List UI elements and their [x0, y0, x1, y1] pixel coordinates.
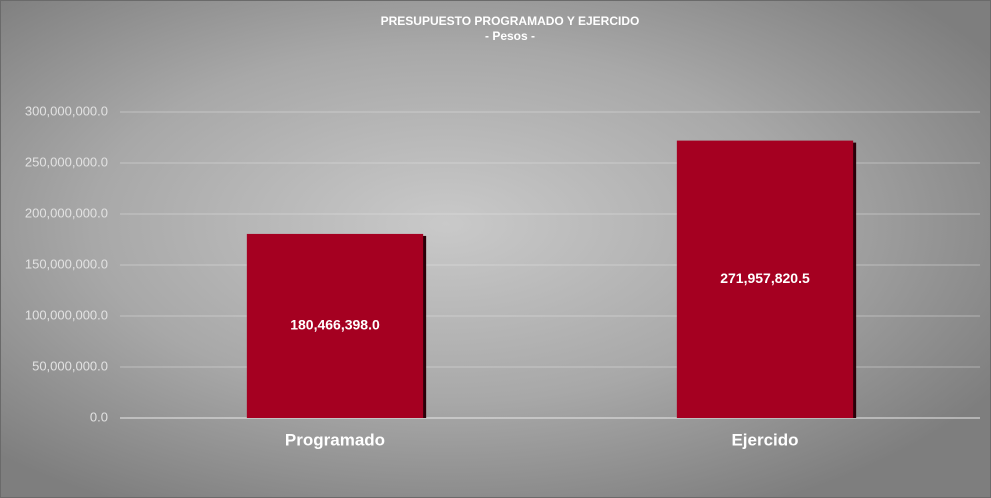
- bar: [676, 140, 854, 418]
- y-tick-label: 150,000,000.0: [25, 256, 108, 271]
- chart-title: PRESUPUESTO PROGRAMADO Y EJERCIDO: [381, 14, 640, 28]
- y-tick-label: 200,000,000.0: [25, 205, 108, 220]
- y-tick-label: 100,000,000.0: [25, 307, 108, 322]
- y-tick-label: 250,000,000.0: [25, 154, 108, 169]
- bar: [246, 233, 424, 418]
- x-tick-label: Programado: [285, 430, 385, 449]
- y-tick-label: 0.0: [90, 409, 108, 424]
- chart-subtitle: - Pesos -: [485, 29, 535, 43]
- value-label: 180,466,398.0: [290, 317, 380, 333]
- y-tick-label: 300,000,000.0: [25, 103, 108, 118]
- y-tick-label: 50,000,000.0: [32, 358, 108, 373]
- value-label: 271,957,820.5: [720, 270, 810, 286]
- x-tick-label: Ejercido: [731, 430, 798, 449]
